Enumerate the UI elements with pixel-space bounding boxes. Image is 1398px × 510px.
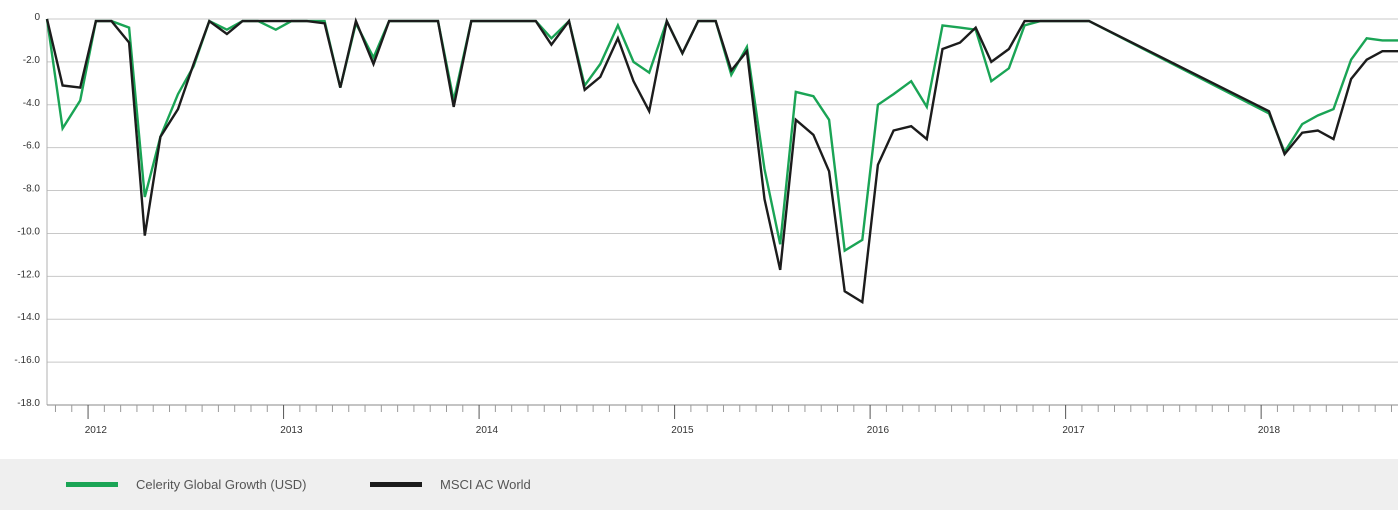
- legend-label-celerity: Celerity Global Growth (USD): [136, 477, 307, 492]
- legend-swatch-celerity: [66, 482, 118, 487]
- x-tick-label: 2012: [85, 425, 108, 436]
- y-tick-label: -.16.0: [14, 355, 40, 366]
- x-tick-label: 2015: [671, 425, 694, 436]
- y-axis-tick-labels: 0 -2.0 -4.0 -6.0 -8.0 -10.0 -12.0 -14.0 -.16.0 -1…: [14, 12, 40, 409]
- y-tick-label: 0: [34, 12, 40, 23]
- x-tick-label: 2013: [280, 425, 303, 436]
- drawdown-line-chart: 0 -2.0 -4.0 -6.0 -8.0 -10.0 -12.0 -14.0 -.16.0 -1…: [14, 12, 1398, 436]
- x-axis: 2012 2013 2014 2015 2016 2017 2018: [46, 19, 1398, 436]
- x-tick-label: 2016: [867, 425, 890, 436]
- legend-item-celerity: Celerity Global Growth (USD): [66, 459, 307, 510]
- y-tick-label: -8.0: [23, 184, 41, 195]
- legend-swatch-msci: [370, 482, 422, 487]
- y-tick-label: -2.0: [23, 55, 41, 66]
- y-tick-label: -4.0: [23, 98, 41, 109]
- legend-item-msci: MSCI AC World: [370, 459, 531, 510]
- x-tick-label: 2014: [476, 425, 499, 436]
- y-tick-label: -14.0: [17, 312, 40, 323]
- x-tick-label: 2017: [1062, 425, 1085, 436]
- series-line: [45, 17, 1398, 253]
- x-tick-label: 2018: [1258, 425, 1281, 436]
- y-tick-label: -6.0: [23, 141, 41, 152]
- legend-label-msci: MSCI AC World: [440, 477, 531, 492]
- y-tick-label: -10.0: [17, 226, 40, 237]
- series-line: [45, 17, 1398, 305]
- chart-series: [45, 17, 1398, 305]
- y-tick-label: -12.0: [17, 269, 40, 280]
- y-tick-label: -18.0: [17, 398, 40, 409]
- chart-legend: Celerity Global Growth (USD) MSCI AC Wor…: [0, 459, 1398, 510]
